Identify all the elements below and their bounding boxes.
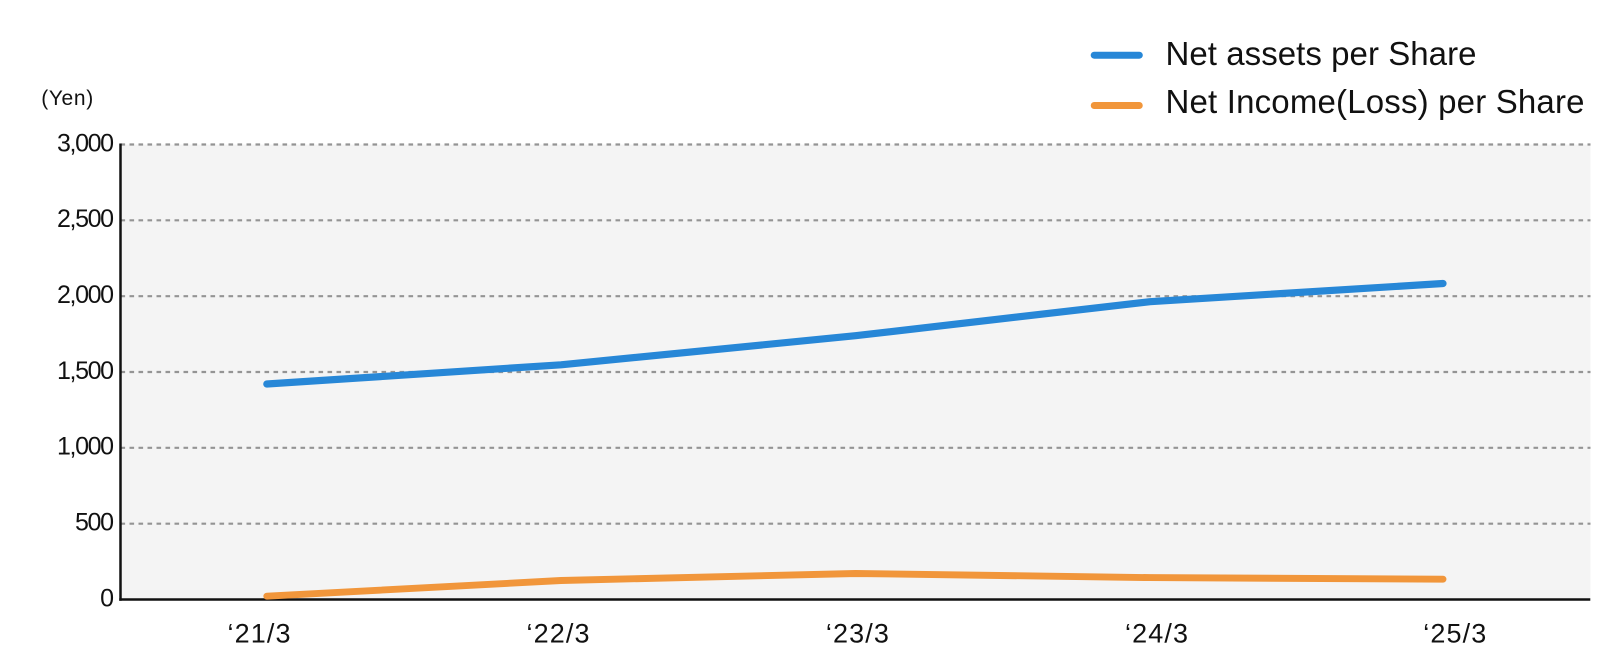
- svg-text:‘23/3: ‘23/3: [826, 619, 889, 649]
- svg-text:2,500: 2,500: [57, 205, 114, 233]
- svg-text:‘25/3: ‘25/3: [1423, 619, 1486, 649]
- svg-text:Net assets per Share: Net assets per Share: [1166, 35, 1477, 72]
- svg-text:1,500: 1,500: [57, 357, 114, 385]
- svg-text:2,000: 2,000: [57, 281, 114, 309]
- svg-text:3,000: 3,000: [57, 129, 114, 157]
- svg-text:500: 500: [75, 509, 114, 537]
- svg-text:Net Income(Loss) per Share: Net Income(Loss) per Share: [1166, 83, 1585, 120]
- svg-text:0: 0: [100, 584, 114, 612]
- svg-text:‘21/3: ‘21/3: [228, 619, 291, 649]
- svg-text:(Yen): (Yen): [41, 87, 93, 110]
- svg-text:‘22/3: ‘22/3: [527, 619, 590, 649]
- svg-text:1,000: 1,000: [57, 433, 114, 461]
- svg-text:‘24/3: ‘24/3: [1125, 619, 1188, 649]
